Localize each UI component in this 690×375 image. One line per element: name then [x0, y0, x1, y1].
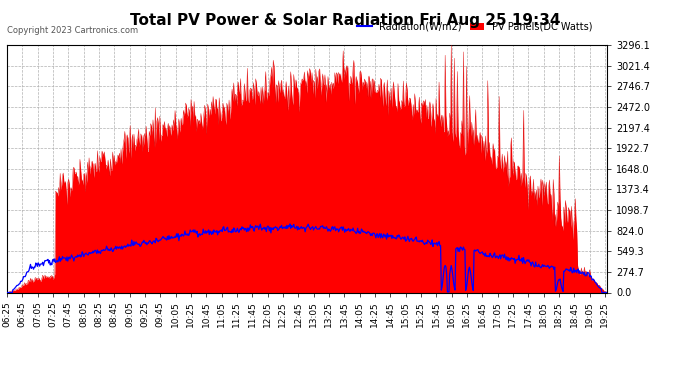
Text: Copyright 2023 Cartronics.com: Copyright 2023 Cartronics.com: [7, 26, 138, 35]
Text: Total PV Power & Solar Radiation Fri Aug 25 19:34: Total PV Power & Solar Radiation Fri Aug…: [130, 13, 560, 28]
Legend: Radiation(W/m2), PV Panels(DC Watts): Radiation(W/m2), PV Panels(DC Watts): [353, 18, 596, 36]
